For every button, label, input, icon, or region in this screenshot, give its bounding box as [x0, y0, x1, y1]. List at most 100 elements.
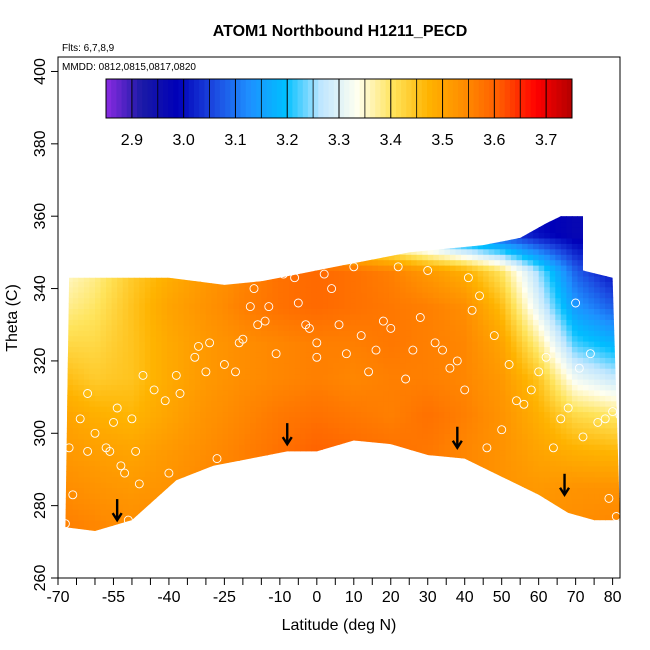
field-cell — [111, 216, 118, 223]
field-cell — [416, 243, 423, 250]
field-cell — [211, 351, 218, 358]
field-cell — [350, 476, 357, 483]
field-cell — [239, 237, 246, 244]
field-cell — [150, 216, 157, 223]
field-cell — [366, 362, 373, 369]
field-cell — [395, 205, 401, 211]
field-cell — [117, 308, 124, 315]
field-cell — [305, 216, 312, 217]
field-cell — [355, 455, 362, 461]
field-cell — [278, 514, 285, 521]
field-cell — [139, 259, 146, 266]
field-cell — [372, 476, 379, 483]
field-cell — [255, 270, 262, 277]
field-cell — [106, 531, 112, 537]
field-cell — [266, 411, 273, 418]
field-cell — [72, 368, 79, 375]
field-cell — [144, 237, 151, 244]
field-cell — [438, 351, 445, 358]
field-cell — [255, 411, 262, 418]
field-cell — [255, 493, 262, 499]
field-cell — [211, 471, 218, 478]
field-cell — [322, 237, 329, 244]
field-cell — [366, 346, 373, 353]
field-cell — [139, 237, 146, 244]
field-cell — [372, 422, 379, 429]
field-cell — [488, 324, 495, 331]
field-cell — [222, 216, 229, 223]
field-cell — [144, 286, 151, 293]
field-cell — [128, 395, 135, 402]
field-cell — [400, 525, 407, 531]
field-cell — [483, 227, 490, 233]
field-cell — [189, 493, 196, 499]
field-cell — [455, 248, 462, 255]
field-cell — [433, 324, 440, 331]
field-cell — [178, 400, 185, 407]
field-cell — [139, 362, 146, 369]
field-cell — [472, 503, 479, 510]
field-cell — [95, 216, 102, 217]
field-cell — [222, 520, 229, 527]
field-cell — [372, 324, 379, 331]
field-cell — [422, 389, 429, 396]
field-cell — [289, 509, 296, 516]
field-cell — [361, 520, 368, 527]
field-cell — [67, 243, 74, 250]
field-cell — [411, 275, 418, 282]
field-cell — [488, 471, 495, 478]
field-cell — [178, 395, 185, 402]
field-cell — [83, 313, 90, 320]
field-cell — [222, 362, 229, 369]
field-cell — [488, 503, 495, 510]
field-cell — [461, 460, 468, 467]
field-cell — [222, 514, 229, 521]
field-cell — [139, 357, 146, 364]
field-cell — [289, 232, 296, 239]
field-cell — [316, 525, 323, 531]
field-cell — [394, 330, 401, 337]
field-cell — [383, 373, 390, 380]
field-cell — [133, 444, 140, 451]
field-cell — [416, 254, 423, 261]
field-cell — [111, 373, 118, 380]
field-cell — [211, 384, 218, 391]
field-cell — [145, 205, 151, 211]
field-cell — [272, 482, 279, 489]
field-cell — [95, 292, 102, 299]
field-cell — [122, 379, 129, 385]
field-cell — [266, 275, 273, 282]
field-cell — [233, 400, 240, 407]
field-cell — [400, 254, 407, 261]
field-cell — [405, 254, 412, 261]
field-cell — [167, 444, 174, 451]
field-cell — [394, 308, 401, 315]
field-cell — [89, 254, 96, 261]
field-cell — [499, 313, 506, 320]
field-cell — [139, 460, 146, 467]
field-cell — [394, 346, 401, 353]
field-cell — [494, 265, 501, 271]
field-cell — [261, 384, 268, 391]
field-cell — [377, 520, 384, 527]
field-cell — [322, 324, 329, 331]
field-cell — [372, 270, 379, 277]
field-cell — [89, 221, 96, 228]
field-cell — [100, 498, 107, 505]
field-cell — [494, 221, 501, 228]
field-cell — [388, 313, 395, 320]
field-cell — [411, 471, 418, 478]
field-cell — [466, 460, 473, 467]
field-cell — [178, 493, 185, 499]
field-cell — [156, 351, 163, 358]
field-cell — [67, 303, 74, 309]
field-cell — [333, 384, 340, 391]
field-cell — [161, 335, 168, 342]
field-cell — [244, 216, 251, 223]
field-cell — [266, 232, 273, 239]
field-cell — [205, 449, 212, 456]
field-cell — [266, 389, 273, 396]
field-cell — [250, 509, 257, 516]
field-cell — [499, 514, 506, 521]
field-cell — [455, 292, 462, 299]
